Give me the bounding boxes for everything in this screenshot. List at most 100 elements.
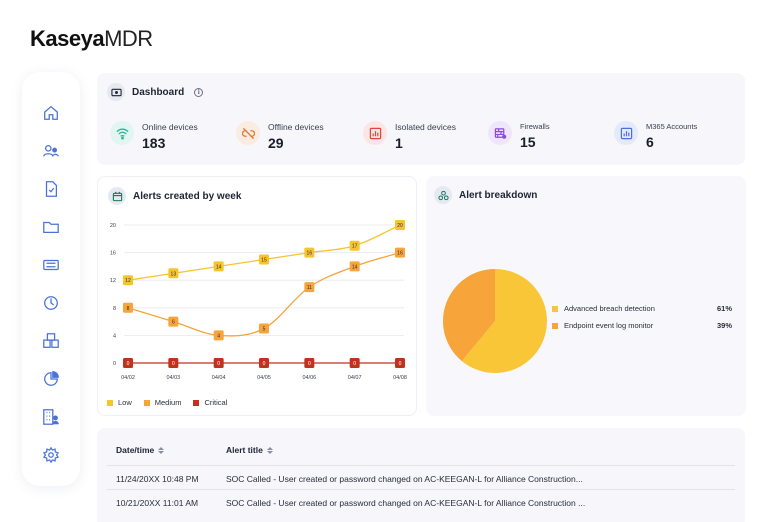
kpi-online-devices[interactable]: Online devices 183 <box>110 119 198 151</box>
cell-title: SOC Called - User created or password ch… <box>226 498 586 508</box>
data-point-critical <box>123 358 133 368</box>
column-header-date[interactable]: Date/time <box>116 445 165 455</box>
data-label-low: 20 <box>397 223 403 229</box>
breakdown-row[interactable]: Advanced breach detection 61% <box>552 300 732 317</box>
data-label-critical: 0 <box>127 361 130 367</box>
pie-chart-icon[interactable] <box>41 369 61 389</box>
data-point-medium <box>123 302 133 313</box>
data-point-medium <box>304 282 315 293</box>
legend-label: Critical <box>204 398 228 407</box>
legend-swatch <box>107 399 113 406</box>
data-point-critical <box>213 358 224 368</box>
kpi-label: Firewalls <box>520 122 550 131</box>
kpi-value: 6 <box>646 134 654 150</box>
y-tick-label: 16 <box>110 251 116 257</box>
gear-icon[interactable] <box>41 445 61 465</box>
kpi-label: Isolated devices <box>395 122 456 132</box>
data-label-critical: 0 <box>263 361 266 367</box>
brand-logo: KaseyaMDR <box>30 26 153 52</box>
kpi-m365-accounts[interactable]: M365 Accounts 6 <box>614 119 697 150</box>
kpi-offline-devices[interactable]: Offline devices 29 <box>236 119 324 151</box>
dashboard-title-row: Dashboard i <box>107 83 204 101</box>
folder-icon[interactable] <box>41 217 61 237</box>
data-label-critical: 0 <box>217 361 220 367</box>
legend-swatch <box>552 322 558 329</box>
dashboard-title: Dashboard <box>132 86 185 98</box>
data-label-medium: 14 <box>352 264 358 270</box>
sort-icon[interactable] <box>158 446 165 454</box>
bar-chart-blue-icon <box>614 121 638 145</box>
data-label-low: 15 <box>261 258 267 264</box>
brand-product: MDR <box>104 26 153 51</box>
sidebar <box>22 72 80 486</box>
sort-icon[interactable] <box>266 446 273 454</box>
data-point-medium <box>395 247 405 258</box>
data-label-low: 13 <box>171 271 177 277</box>
shapes-icon <box>434 186 452 204</box>
data-label-low: 14 <box>216 264 222 270</box>
kpi-label: Offline devices <box>268 122 324 132</box>
breakdown-row[interactable]: Endpoint event log monitor 39% <box>552 317 732 334</box>
wifi-icon <box>110 121 134 145</box>
legend-item-medium[interactable]: Medium <box>143 398 182 407</box>
packages-icon[interactable] <box>41 331 61 351</box>
data-label-low: 12 <box>125 278 131 284</box>
info-icon[interactable]: i <box>194 87 204 97</box>
y-tick-label: 20 <box>110 223 116 229</box>
data-point-critical <box>349 358 360 368</box>
x-tick-label: 04/04 <box>212 375 226 381</box>
breakdown-title-row: Alert breakdown <box>434 186 537 204</box>
table-row[interactable]: 10/21/20XX 11:01 AM SOC Called - User cr… <box>107 489 735 513</box>
kpi-value: 15 <box>520 134 536 150</box>
home-icon[interactable] <box>41 103 61 123</box>
legend-item-low[interactable]: Low <box>107 398 132 407</box>
legend-swatch <box>143 399 150 406</box>
data-label-medium: 11 <box>307 285 312 291</box>
data-point-low <box>304 247 315 258</box>
legend-label: Medium <box>154 398 182 407</box>
data-point-medium <box>168 316 179 327</box>
legend-label: Low <box>118 398 132 407</box>
ticket-icon[interactable] <box>41 255 61 275</box>
pie-slice-advanced-breach-detection[interactable] <box>461 269 547 373</box>
kpi-firewalls[interactable]: Firewalls 15 <box>488 119 550 150</box>
legend-item-critical[interactable]: Critical <box>193 398 227 407</box>
pie-slice-endpoint-event-log-monitor[interactable] <box>443 269 495 362</box>
x-tick-label: 04/03 <box>166 375 180 381</box>
legend-swatch <box>552 305 558 312</box>
brand-name: Kaseya <box>30 26 105 51</box>
y-tick-label: 0 <box>113 361 116 367</box>
firewall-icon <box>488 121 512 145</box>
data-point-medium <box>213 330 224 341</box>
document-icon[interactable] <box>41 179 61 199</box>
cell-date: 11/24/20XX 10:48 PM <box>116 474 199 484</box>
data-point-low <box>123 275 133 286</box>
data-label-critical: 0 <box>399 361 402 367</box>
alert-breakdown-card: Alert breakdown Advanced breach detectio… <box>426 176 746 416</box>
kpi-isolated-devices[interactable]: Isolated devices 1 <box>363 119 456 151</box>
x-tick-label: 04/07 <box>348 375 362 381</box>
users-icon[interactable] <box>41 141 61 161</box>
table-row[interactable]: 11/24/20XX 10:48 PM SOC Called - User cr… <box>107 465 735 489</box>
data-label-medium: 16 <box>397 251 403 257</box>
kpi-label: M365 Accounts <box>646 122 698 131</box>
kpi-value: 1 <box>395 135 403 151</box>
breakdown-label: Advanced breach detection <box>564 304 655 313</box>
data-label-medium: 8 <box>127 306 130 312</box>
data-point-low <box>395 220 405 230</box>
column-header-alert-title[interactable]: Alert title <box>226 445 273 455</box>
data-point-medium <box>349 261 360 272</box>
data-point-low <box>349 240 360 251</box>
clock-icon[interactable] <box>41 293 61 313</box>
broken-link-icon <box>236 121 260 145</box>
alert-breakdown-pie <box>443 269 547 373</box>
data-point-critical <box>395 358 405 368</box>
alerts-table: Date/time Alert title 11/24/20XX 10:48 P… <box>97 428 745 522</box>
kpi-label: Online devices <box>142 122 198 132</box>
alerts-chart-legend: Low Medium Critical <box>107 398 227 407</box>
building-user-icon[interactable] <box>41 407 61 427</box>
data-label-critical: 0 <box>308 361 311 367</box>
data-label-medium: 4 <box>217 333 220 339</box>
data-label-low: 17 <box>352 244 358 250</box>
y-tick-label: 12 <box>110 278 116 284</box>
